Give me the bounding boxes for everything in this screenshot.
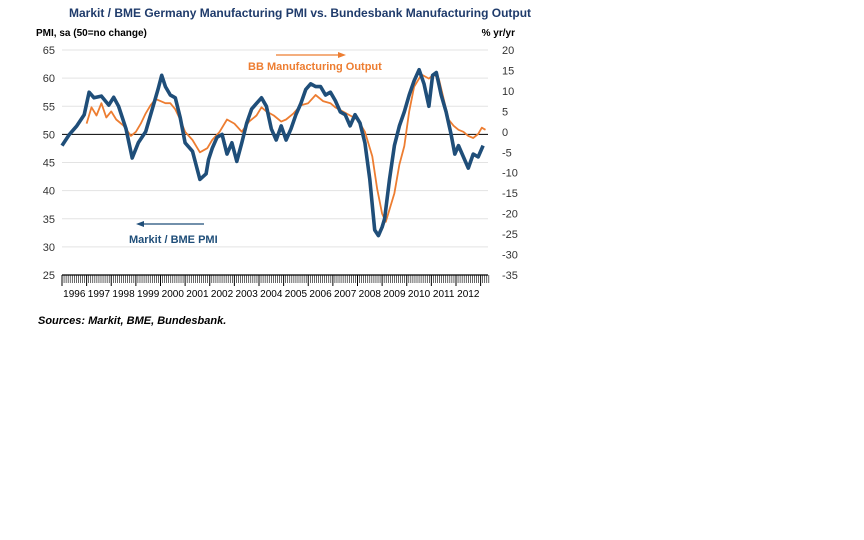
annotation-pmi: Markit / BME PMI: [129, 234, 218, 246]
x-tick-label: 1998: [112, 289, 135, 300]
right-tick-label: -15: [502, 188, 518, 200]
x-tick-label: 2001: [186, 289, 209, 300]
right-tick-label: -20: [502, 209, 518, 221]
x-tick-label: 2011: [433, 289, 455, 300]
x-tick-label: 2000: [162, 289, 185, 300]
annotation-arrowhead-right: [338, 52, 346, 58]
right-tick-label: -25: [502, 229, 518, 241]
x-tick-label: 2006: [309, 289, 332, 300]
left-tick-label: 60: [43, 73, 55, 85]
x-tick-label: 2008: [359, 289, 382, 300]
x-tick-label: 2010: [408, 289, 431, 300]
right-tick-label: 20: [502, 45, 514, 57]
x-tick-label: 2004: [260, 289, 283, 300]
chart-title: Markit / BME Germany Manufacturing PMI v…: [69, 6, 531, 20]
left-axis-label: PMI, sa (50=no change): [36, 28, 147, 39]
x-tick-label: 2007: [334, 289, 357, 300]
right-tick-label: 5: [502, 106, 508, 118]
right-tick-label: 0: [502, 127, 508, 139]
left-tick-label: 45: [43, 158, 55, 170]
pmi-series-line: [60, 67, 485, 238]
right-axis-label: % yr/yr: [482, 28, 515, 39]
left-tick-label: 50: [43, 129, 55, 141]
left-tick-label: 35: [43, 214, 55, 226]
annotation-bb-output: BB Manufacturing Output: [248, 61, 382, 73]
left-tick-label: 65: [43, 45, 55, 57]
x-tick-label: 2009: [383, 289, 406, 300]
right-tick-label: -30: [502, 250, 518, 262]
x-tick-label: 2003: [236, 289, 259, 300]
left-tick-label: 30: [43, 242, 55, 254]
x-tick-label: 1996: [63, 289, 86, 300]
right-tick-label: 15: [502, 65, 514, 77]
left-tick-label: 55: [43, 101, 55, 113]
x-tick-label: 1997: [88, 289, 111, 300]
annotation-arrowhead-left: [136, 221, 144, 227]
right-tick-label: 10: [502, 86, 514, 98]
right-tick-label: -5: [502, 147, 512, 159]
x-tick-label: 2002: [211, 289, 234, 300]
right-tick-label: -10: [502, 168, 518, 180]
source-note: Sources: Markit, BME, Bundesbank.: [38, 315, 226, 327]
right-tick-label: -35: [502, 270, 518, 282]
x-tick-label: 2005: [285, 289, 308, 300]
left-tick-label: 25: [43, 270, 55, 282]
x-tick-label: 1999: [137, 289, 160, 300]
x-tick-label: 2012: [457, 289, 480, 300]
left-tick-label: 40: [43, 186, 55, 198]
